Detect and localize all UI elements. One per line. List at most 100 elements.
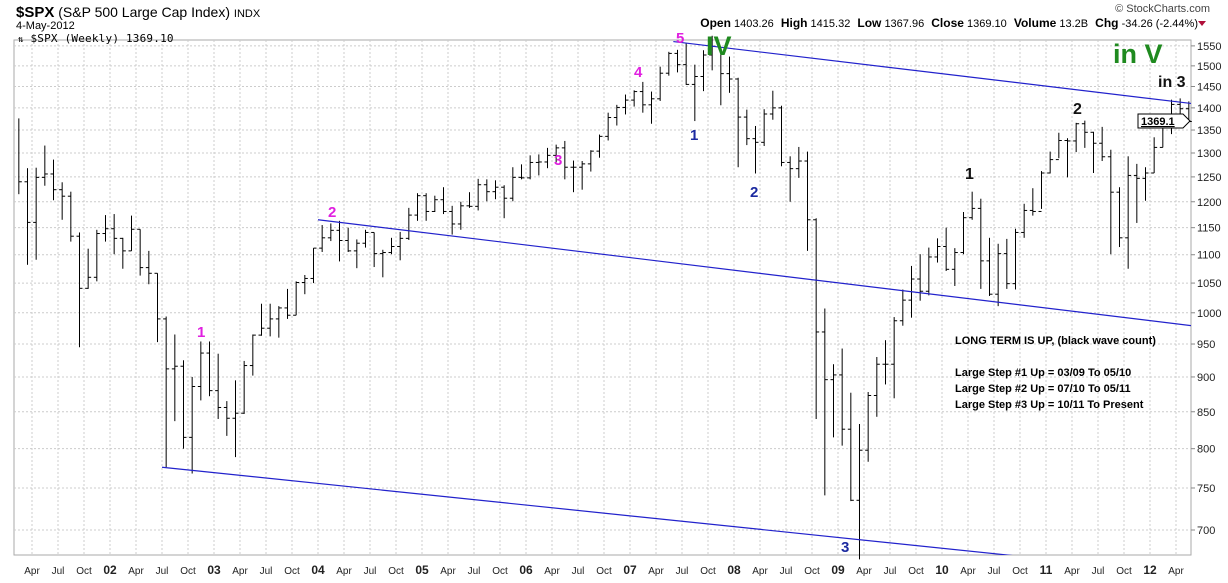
ohlc-bar xyxy=(397,231,404,261)
ohlc-bar xyxy=(761,109,768,147)
ohlc-bar xyxy=(969,191,976,220)
ohlc-bar xyxy=(483,179,490,202)
ohlc-bar xyxy=(509,167,516,202)
legend-text: $SPX (Weekly) 1369.10 xyxy=(30,32,174,45)
ohlc-bar xyxy=(163,316,170,468)
ohlc-bar xyxy=(345,227,352,252)
change-value: -34.26 (-2.44%) xyxy=(1121,18,1198,30)
x-tick-label: Oct xyxy=(180,566,196,577)
ohlc-bar xyxy=(856,424,863,560)
ohlc-bar xyxy=(735,77,742,168)
ohlc-bar xyxy=(1038,171,1045,212)
y-tick-label: 900 xyxy=(1197,372,1215,384)
low-label: Low xyxy=(857,16,882,30)
ohlc-bar xyxy=(449,205,456,235)
ohlc-bar xyxy=(613,104,620,126)
ohlc-bar xyxy=(371,231,378,268)
ohlc-bar xyxy=(899,289,906,326)
ohlc-bar xyxy=(683,43,690,85)
long-term-note: LONG TERM IS UP, (black wave count) Larg… xyxy=(955,333,1156,413)
ohlc-bar xyxy=(873,356,880,417)
low-value: 1367.96 xyxy=(884,18,925,30)
ohlc-bar xyxy=(180,360,187,449)
ohlc-bar xyxy=(310,247,317,284)
dropdown-triangle-icon[interactable] xyxy=(1198,21,1206,26)
x-tick-label: 04 xyxy=(311,563,325,577)
open-value: 1403.26 xyxy=(733,18,774,30)
y-tick-label: 1150 xyxy=(1197,223,1221,235)
ohlc-bar xyxy=(137,228,144,276)
x-tick-label: Apr xyxy=(24,566,40,577)
ohlc-bar xyxy=(206,341,213,397)
index-name: (S&P 500 Large Cap Index) xyxy=(58,4,230,20)
ohlc-bar xyxy=(1055,132,1062,161)
ohlc-summary: Open 1403.26 High 1415.32 Low 1367.96 Cl… xyxy=(696,16,1198,30)
ohlc-bar xyxy=(891,317,898,399)
ohlc-bar xyxy=(501,185,508,219)
wave-label-black-1: 1 xyxy=(965,166,974,183)
ohlc-bar xyxy=(605,112,612,141)
x-tick-label: Apr xyxy=(752,566,768,577)
y-tick-label: 1500 xyxy=(1197,61,1221,73)
ohlc-bar xyxy=(986,237,993,296)
ohlc-bar xyxy=(293,281,300,316)
ohlc-bar xyxy=(1003,238,1010,289)
trendline xyxy=(317,219,1191,327)
ohlc-bar xyxy=(960,211,967,255)
ohlc-bar xyxy=(241,360,248,414)
ohlc-bar xyxy=(76,232,83,348)
ohlc-bar xyxy=(804,151,811,251)
ohlc-bar xyxy=(648,91,655,124)
ohlc-bar xyxy=(423,193,430,221)
x-tick-label: Jul xyxy=(364,566,377,577)
ohlc-bar xyxy=(1142,167,1149,201)
ohlc-bar xyxy=(388,237,395,255)
ohlc-bar xyxy=(232,380,239,458)
ohlc-bar xyxy=(639,81,646,113)
gridlines xyxy=(14,40,1191,555)
ohlc-bar xyxy=(882,340,889,385)
ohlc-bar xyxy=(440,187,447,215)
change-label: Chg xyxy=(1095,16,1119,30)
ohlc-bar xyxy=(284,288,291,319)
x-tick-label: Apr xyxy=(336,566,352,577)
ohlc-bar xyxy=(457,201,464,230)
ohlc-bar xyxy=(951,248,958,286)
last-price-value: 1369.1 xyxy=(1141,116,1175,128)
ohlc-bar xyxy=(752,125,759,174)
ohlc-bar xyxy=(119,237,126,269)
x-tick-label: Apr xyxy=(440,566,456,577)
y-tick-label: 850 xyxy=(1197,407,1215,419)
x-tick-label: Jul xyxy=(884,566,897,577)
note-title: LONG TERM IS UP, (black wave count) xyxy=(955,335,1156,347)
trendlines xyxy=(161,40,1191,555)
high-label: High xyxy=(780,16,808,30)
x-tick-label: Apr xyxy=(1064,566,1080,577)
volume-label: Volume xyxy=(1013,16,1057,30)
symbol: $SPX xyxy=(16,4,55,21)
ohlc-bar xyxy=(215,353,222,419)
x-tick-label: Oct xyxy=(76,566,92,577)
x-tick-label: Oct xyxy=(804,566,820,577)
x-tick-label: Apr xyxy=(232,566,248,577)
ohlc-bar xyxy=(362,229,369,248)
x-tick-label: Jul xyxy=(156,566,169,577)
ohlc-bar xyxy=(1107,149,1114,255)
ohlc-bar xyxy=(561,140,568,180)
x-tick-label: 05 xyxy=(415,563,429,577)
ohlc-bar xyxy=(102,215,109,242)
ohlc-bar xyxy=(665,51,672,76)
trendline xyxy=(161,466,1013,555)
x-tick-label: Oct xyxy=(1116,566,1132,577)
ohlc-bar xyxy=(249,334,256,376)
ohlc-bar xyxy=(934,238,941,263)
wave-label-IV: IV xyxy=(706,31,732,61)
ohlc-bar xyxy=(319,225,326,252)
note-line: Large Step #1 Up = 03/09 To 05/10 xyxy=(955,367,1132,379)
ohlc-bar xyxy=(830,364,837,438)
ohlc-bar xyxy=(189,376,196,474)
y-tick-label: 750 xyxy=(1197,483,1215,495)
x-tick-label: Apr xyxy=(648,566,664,577)
ohlc-bar xyxy=(33,167,40,260)
ohlc-bar xyxy=(622,94,629,115)
